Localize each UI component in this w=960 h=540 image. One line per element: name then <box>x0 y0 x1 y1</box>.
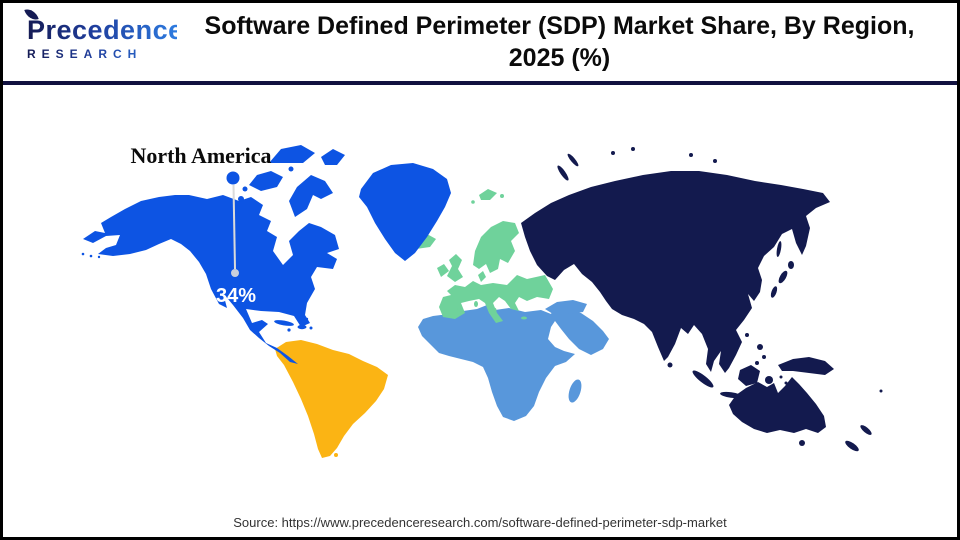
brand-name-text: Precedence <box>27 15 184 45</box>
north-america-callout: North America 34% <box>130 143 271 307</box>
source-note: Source: https://www.precedenceresearch.c… <box>233 515 727 530</box>
title-line-1: Software Defined Perimeter (SDP) Market … <box>204 11 915 40</box>
region-label-north-america: North America <box>130 143 271 168</box>
region-asia-pacific <box>521 147 883 452</box>
header-divider <box>3 81 957 85</box>
brand-logo: Precedence RESEARCH <box>24 6 177 61</box>
brand-subname: RESEARCH <box>27 47 177 61</box>
world-map: North America 34% <box>81 143 883 458</box>
region-middle-east-africa <box>418 300 609 421</box>
region-south-america <box>275 340 388 458</box>
callout-line <box>232 184 236 270</box>
header: Precedence RESEARCH Software Defined Per… <box>3 3 957 81</box>
page-title: Software Defined Perimeter (SDP) Market … <box>168 3 951 81</box>
region-north-america <box>81 145 451 364</box>
title-line-2: 2025 (%) <box>508 44 611 72</box>
callout-end-dot <box>231 269 239 277</box>
brand-name: Precedence <box>24 6 177 46</box>
region-value-north-america: 34% <box>216 285 256 307</box>
callout-pin-dot <box>226 171 240 185</box>
